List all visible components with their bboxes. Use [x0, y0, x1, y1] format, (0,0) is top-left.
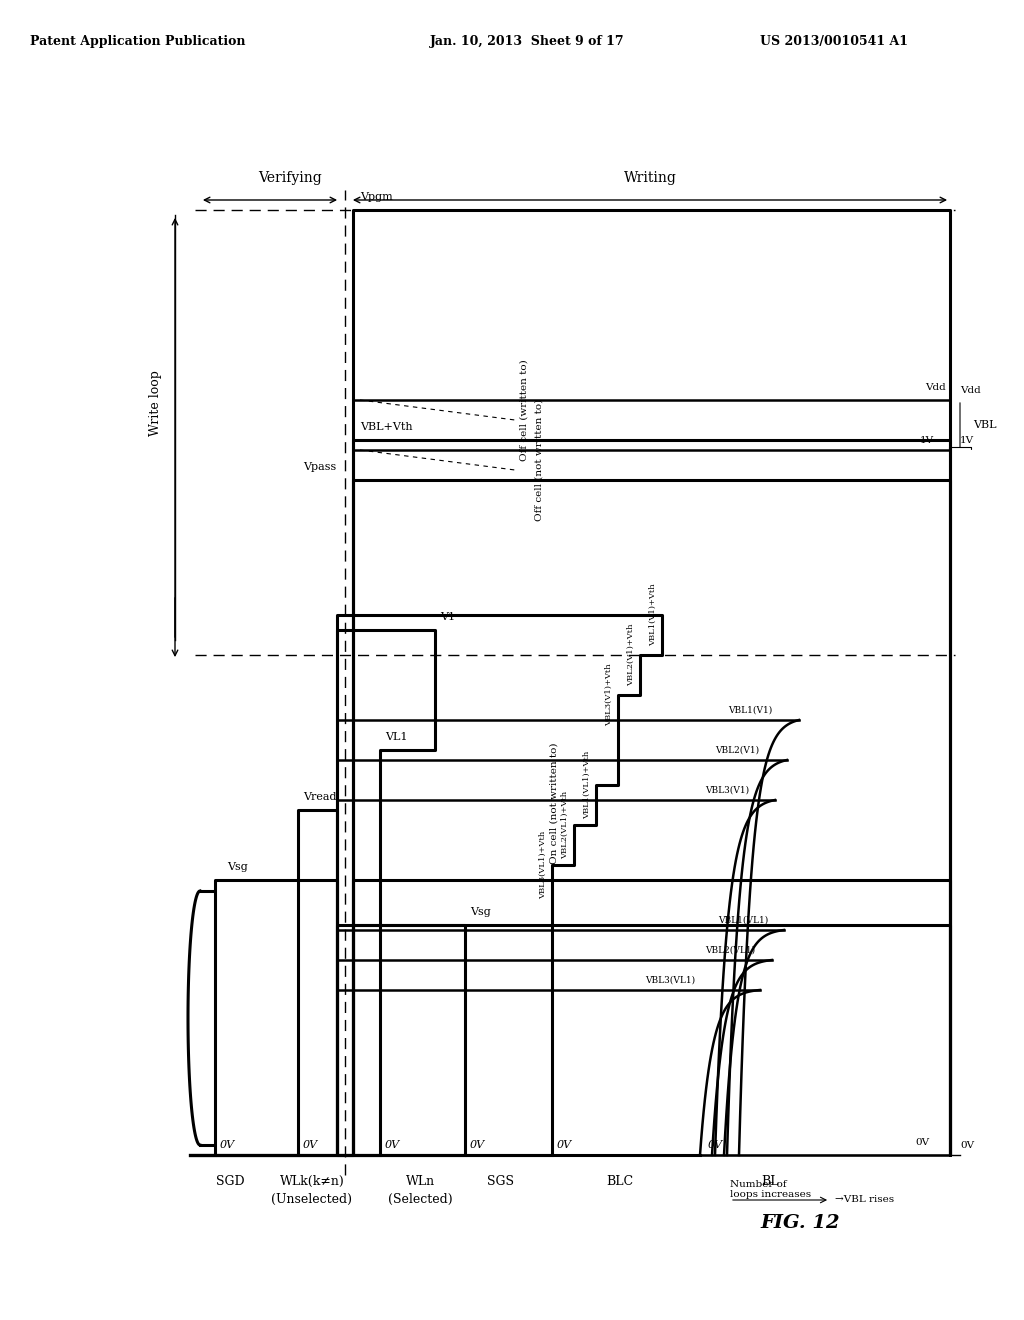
Text: VBL1(VL1)+Vth: VBL1(VL1)+Vth: [583, 751, 591, 820]
Text: 0V: 0V: [303, 1140, 318, 1150]
Text: On cell (not written to): On cell (not written to): [550, 742, 559, 863]
Text: Number of
loops increases: Number of loops increases: [730, 1180, 811, 1200]
Text: VBL+Vth: VBL+Vth: [360, 422, 413, 432]
Text: 0V: 0V: [708, 1140, 723, 1150]
Text: BL: BL: [761, 1175, 778, 1188]
Text: →VBL rises: →VBL rises: [835, 1196, 894, 1204]
Text: VBL1(V1)+Vth: VBL1(V1)+Vth: [649, 583, 657, 647]
Text: Verifying: Verifying: [258, 172, 322, 185]
Text: VBL2(V1): VBL2(V1): [715, 746, 759, 755]
Text: Vsg: Vsg: [470, 907, 490, 917]
Text: SGS: SGS: [486, 1175, 513, 1188]
Text: VBL2(VL1): VBL2(VL1): [705, 946, 755, 954]
Text: FIG. 12: FIG. 12: [760, 1214, 840, 1232]
Text: Vread: Vread: [303, 792, 337, 803]
Text: Writing: Writing: [624, 172, 677, 185]
Text: Off cell (not written to): Off cell (not written to): [535, 399, 544, 521]
Text: WLk(k≠n): WLk(k≠n): [280, 1175, 344, 1188]
Text: Vdd: Vdd: [925, 383, 946, 392]
Text: Jan. 10, 2013  Sheet 9 of 17: Jan. 10, 2013 Sheet 9 of 17: [430, 36, 625, 48]
Text: Vdd: Vdd: [961, 385, 981, 395]
Text: Vpass: Vpass: [303, 462, 336, 473]
Text: VBL3(V1)+Vth: VBL3(V1)+Vth: [605, 664, 613, 726]
Text: V1: V1: [440, 612, 455, 622]
Text: Write loop: Write loop: [148, 370, 162, 436]
Text: 0V: 0V: [557, 1140, 572, 1150]
Text: Vsg: Vsg: [227, 862, 248, 873]
Text: 1V: 1V: [961, 436, 974, 445]
Text: VBL: VBL: [973, 420, 996, 430]
Text: BLC: BLC: [606, 1175, 634, 1188]
Text: (Selected): (Selected): [388, 1193, 453, 1206]
Text: Off cell (written to): Off cell (written to): [520, 359, 529, 461]
Text: Patent Application Publication: Patent Application Publication: [30, 36, 246, 48]
Text: WLn: WLn: [406, 1175, 434, 1188]
Text: VBL3(V1): VBL3(V1): [705, 785, 750, 795]
Text: 1V: 1V: [920, 436, 934, 445]
Text: 0V: 0V: [470, 1140, 485, 1150]
Text: US 2013/0010541 A1: US 2013/0010541 A1: [760, 36, 908, 48]
Text: VBL3(VL1): VBL3(VL1): [645, 975, 695, 985]
Text: 0V: 0V: [385, 1140, 400, 1150]
Text: VL1: VL1: [385, 733, 408, 742]
Text: VBL2(VL1)+Vth: VBL2(VL1)+Vth: [561, 791, 569, 859]
Text: VBL2(V1)+Vth: VBL2(V1)+Vth: [627, 624, 635, 686]
Text: VBL1(V1): VBL1(V1): [728, 706, 772, 715]
Text: 0V: 0V: [961, 1140, 974, 1150]
Text: Vpgm: Vpgm: [360, 191, 393, 202]
Text: VBL3(VL1)+Vth: VBL3(VL1)+Vth: [539, 830, 547, 899]
Text: VBL1(VL1): VBL1(VL1): [718, 916, 768, 925]
Text: SGD: SGD: [216, 1175, 245, 1188]
Text: 0V: 0V: [915, 1138, 929, 1147]
Text: 0V: 0V: [220, 1140, 236, 1150]
Text: (Unselected): (Unselected): [271, 1193, 352, 1206]
